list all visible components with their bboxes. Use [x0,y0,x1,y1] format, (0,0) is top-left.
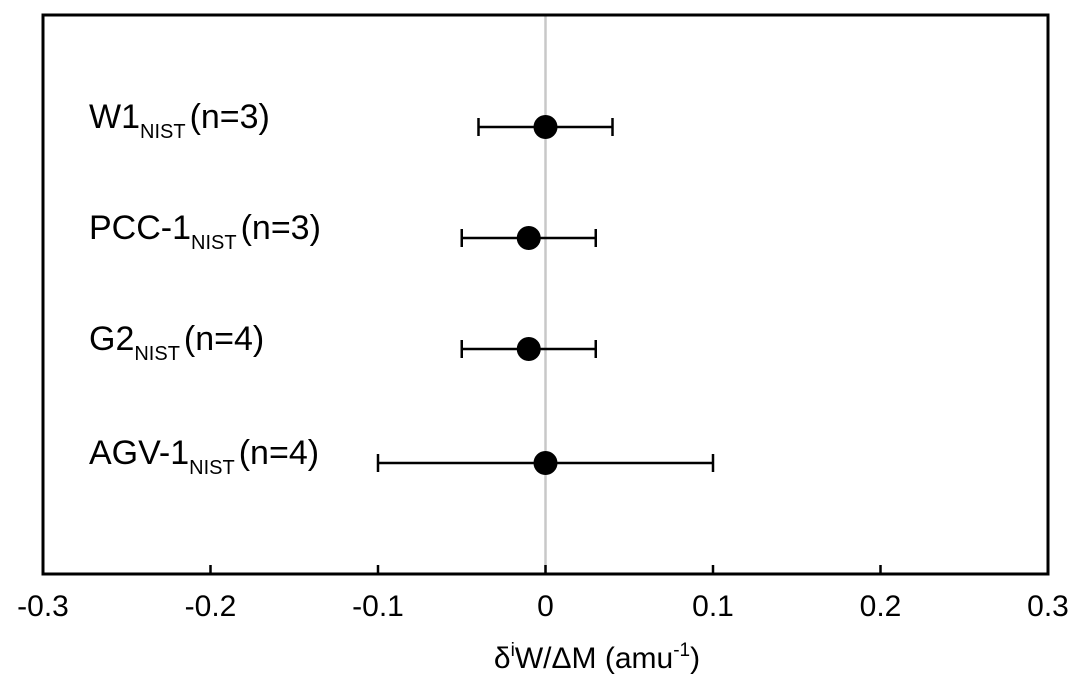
category-label-name: AGV-1 [89,434,189,472]
data-point [516,226,541,250]
category-label-count: (n=3) [190,98,270,136]
x-axis-title-mid: W/ΔM (amu [515,642,673,675]
category-label-count: (n=4) [184,320,264,358]
x-tick-label: 0.2 [860,590,902,623]
x-tick-label: -0.3 [17,590,69,623]
category-label-count: (n=3) [241,209,321,247]
category-label-name: W1 [89,98,140,136]
category-label: PCC-1NIST (n=3) [89,209,321,254]
category-label: W1NIST (n=3) [89,98,270,143]
x-tick-label: -0.1 [352,590,404,623]
category-label-subscript: NIST [189,457,235,479]
point-layer [516,115,558,475]
x-axis-title: δiW/ΔM (amu-1) [494,640,700,675]
x-axis-title-base: δ [494,642,511,675]
x-axis-title-sup2: -1 [673,640,690,661]
data-point [533,115,558,139]
x-axis-title-sup1: i [511,640,515,661]
category-label-name: G2 [89,320,134,358]
x-tick-label: -0.2 [185,590,237,623]
category-label-subscript: NIST [191,232,237,254]
category-label: AGV-1NIST (n=4) [89,434,319,479]
x-tick-layer: -0.3 -0.2 -0.1 0 0.1 0.2 0.3 [17,565,1069,623]
category-label-layer: W1NIST (n=3)PCC-1NIST (n=3)G2NIST (n=4)AGV-… [89,98,321,479]
x-tick-label: 0.3 [1027,590,1069,623]
x-axis-title-end: ) [690,642,700,675]
category-label-subscript: NIST [134,343,180,365]
x-tick-label: 0 [537,590,554,623]
category-label-subscript: NIST [140,121,186,143]
data-point [533,451,558,475]
category-label-count: (n=4) [239,434,319,472]
x-tick-label: 0.1 [692,590,734,623]
category-label-name: PCC-1 [89,209,191,247]
data-point [516,337,541,361]
category-label: G2NIST (n=4) [89,320,264,365]
